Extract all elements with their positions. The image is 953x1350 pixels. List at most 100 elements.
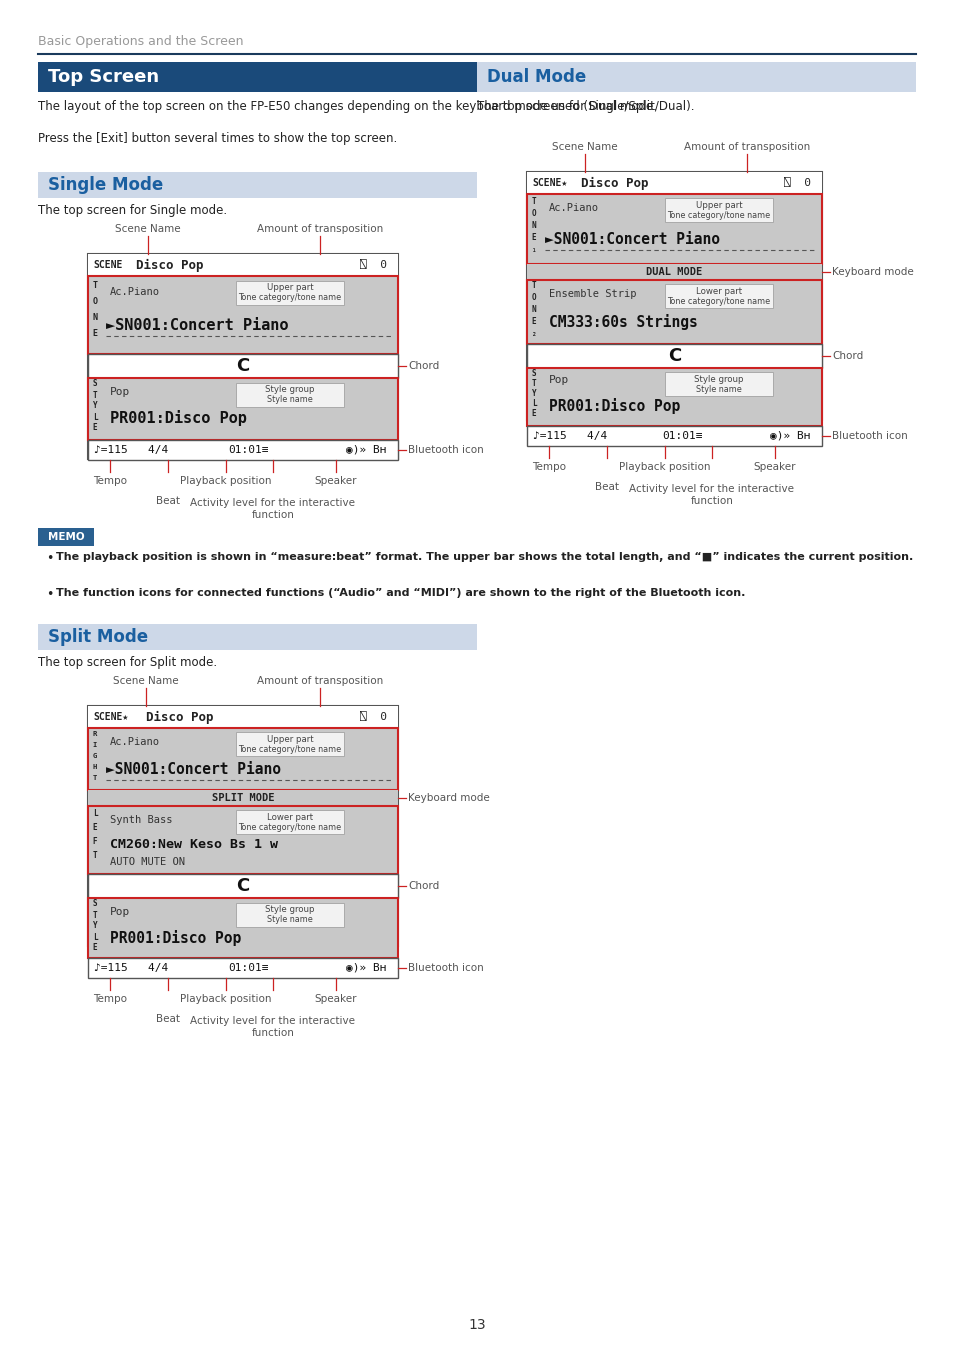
Text: Amount of transposition: Amount of transposition: [683, 142, 809, 153]
Text: Scene Name: Scene Name: [552, 142, 618, 153]
Text: Speaker: Speaker: [314, 477, 356, 486]
Bar: [526, 171, 821, 194]
Text: The layout of the top screen on the FP-E50 changes depending on the keyboard mod: The layout of the top screen on the FP-E…: [38, 100, 694, 113]
Text: L: L: [92, 933, 97, 941]
Text: Style group: Style group: [694, 374, 743, 383]
Text: S: S: [531, 369, 536, 378]
Text: H: H: [92, 764, 97, 769]
Bar: [235, 732, 344, 756]
Bar: [526, 279, 821, 344]
Text: Y: Y: [92, 922, 97, 930]
Text: Pop: Pop: [110, 387, 131, 397]
Text: E: E: [92, 944, 97, 953]
Bar: [88, 706, 397, 946]
Text: DUAL MODE: DUAL MODE: [646, 267, 702, 277]
Bar: [38, 624, 476, 649]
Text: ⍂  0: ⍂ 0: [359, 261, 387, 270]
Text: The function icons for connected functions (“Audio” and “MIDI”) are shown to the: The function icons for connected functio…: [56, 589, 744, 598]
Text: ◉)» Bʜ: ◉)» Bʜ: [769, 431, 810, 441]
Text: Y: Y: [92, 401, 97, 410]
Text: Bluetooth icon: Bluetooth icon: [408, 963, 483, 973]
Text: ₂: ₂: [531, 329, 536, 339]
Text: Playback position: Playback position: [180, 477, 272, 486]
Text: Disco Pop: Disco Pop: [146, 710, 213, 724]
Bar: [88, 378, 397, 440]
Text: Activity level for the interactive
function: Activity level for the interactive funct…: [191, 498, 355, 520]
Text: Bluetooth icon: Bluetooth icon: [408, 446, 483, 455]
Bar: [526, 194, 821, 265]
Text: Y: Y: [531, 389, 536, 397]
Text: Upper part: Upper part: [267, 734, 313, 744]
Text: Press the [Exit] button several times to show the top screen.: Press the [Exit] button several times to…: [38, 132, 396, 144]
Bar: [476, 62, 915, 92]
Bar: [88, 354, 397, 378]
Text: T: T: [531, 282, 536, 290]
Bar: [526, 427, 821, 446]
Text: Tone category/tone name: Tone category/tone name: [238, 822, 341, 832]
Text: Lower part: Lower part: [267, 813, 313, 822]
Text: N: N: [92, 313, 97, 323]
Text: Synth Bass: Synth Bass: [110, 815, 172, 825]
Text: SCENE: SCENE: [92, 261, 122, 270]
Text: Style group: Style group: [265, 386, 314, 394]
Text: R: R: [92, 730, 97, 737]
Text: ►SN001:Concert Piano: ►SN001:Concert Piano: [544, 232, 720, 247]
Bar: [88, 898, 397, 958]
Text: PR001:Disco Pop: PR001:Disco Pop: [548, 398, 679, 414]
Text: Tone category/tone name: Tone category/tone name: [238, 744, 341, 753]
Text: Lower part: Lower part: [695, 286, 741, 296]
Bar: [88, 728, 397, 790]
Text: Top Screen: Top Screen: [48, 68, 159, 86]
Text: T: T: [92, 852, 97, 860]
Text: Disco Pop: Disco Pop: [136, 258, 203, 271]
Text: E: E: [531, 409, 536, 417]
Text: L: L: [92, 413, 97, 421]
Text: ₁: ₁: [531, 246, 536, 255]
Text: Tone category/tone name: Tone category/tone name: [667, 297, 770, 305]
Text: Playback position: Playback position: [618, 462, 710, 472]
Text: T: T: [92, 282, 97, 290]
Text: Speaker: Speaker: [753, 462, 796, 472]
Bar: [88, 254, 397, 275]
Text: Upper part: Upper part: [695, 201, 741, 209]
Text: T: T: [531, 197, 536, 207]
Bar: [526, 171, 821, 420]
Text: Tone category/tone name: Tone category/tone name: [238, 293, 341, 302]
Text: Upper part: Upper part: [267, 284, 313, 293]
Text: 01:01≡: 01:01≡: [228, 446, 268, 455]
Bar: [88, 275, 397, 354]
Text: S: S: [92, 899, 97, 909]
Text: Tone category/tone name: Tone category/tone name: [667, 211, 770, 220]
Text: Beat: Beat: [156, 1014, 180, 1025]
Bar: [664, 198, 772, 221]
Bar: [526, 344, 821, 369]
Text: Pop: Pop: [110, 907, 131, 917]
Text: Beat: Beat: [156, 495, 180, 506]
Bar: [38, 62, 915, 92]
Text: Ensemble Strip: Ensemble Strip: [548, 289, 636, 298]
Text: O: O: [531, 293, 536, 302]
Text: I: I: [92, 743, 97, 748]
Bar: [88, 440, 397, 460]
Text: MEMO: MEMO: [48, 532, 84, 541]
Text: The top screen for Dual mode.: The top screen for Dual mode.: [476, 100, 657, 113]
Text: 01:01≡: 01:01≡: [661, 431, 702, 441]
Text: •: •: [46, 552, 53, 566]
Text: Beat: Beat: [595, 482, 618, 491]
Text: Split Mode: Split Mode: [48, 628, 148, 647]
Text: Bluetooth icon: Bluetooth icon: [831, 431, 907, 441]
Text: Tempo: Tempo: [532, 462, 565, 472]
Bar: [235, 810, 344, 834]
Text: Style group: Style group: [265, 906, 314, 914]
Text: O: O: [531, 209, 536, 219]
Text: PR001:Disco Pop: PR001:Disco Pop: [110, 930, 241, 946]
Text: ♪=115   4/4: ♪=115 4/4: [94, 963, 168, 973]
Text: Pop: Pop: [548, 375, 569, 385]
Text: 01:01≡: 01:01≡: [228, 963, 268, 973]
Text: ◉)» Bʜ: ◉)» Bʜ: [346, 963, 386, 973]
Bar: [664, 373, 772, 396]
Text: CM260:New Keso Bs 1 w: CM260:New Keso Bs 1 w: [110, 837, 277, 850]
Text: Playback position: Playback position: [180, 994, 272, 1004]
Text: Ac.Piano: Ac.Piano: [548, 202, 598, 213]
Text: Style name: Style name: [696, 385, 741, 393]
